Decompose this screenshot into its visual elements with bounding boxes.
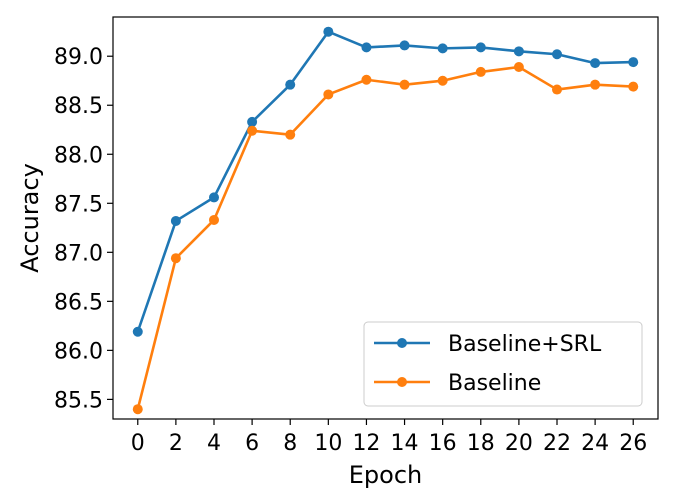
data-point [437,75,448,86]
data-point [247,125,258,136]
x-tick-label: 6 [245,431,259,456]
data-point [590,58,601,69]
data-point [170,215,181,226]
x-tick-label: 10 [314,431,342,456]
x-axis: 0 2 4 6 8 10 12 14 16 18 20 22 24 26 [131,419,647,456]
data-point [361,74,372,85]
data-point [628,57,639,68]
y-tick-label: 86.0 [54,339,103,364]
data-point [513,46,524,57]
data-point [552,84,563,95]
legend-box [363,321,643,407]
series-line [136,65,634,410]
series-baseline [132,62,639,415]
x-tick-label: 14 [391,431,419,456]
x-tick-label: 24 [581,431,609,456]
data-point [170,253,181,264]
x-tick-label: 22 [543,431,571,456]
legend-label: Baseline+SRL [448,332,602,357]
data-point [132,326,143,337]
data-point [285,129,296,140]
data-point [247,116,258,127]
data-point [552,49,563,60]
data-point [361,42,372,53]
y-tick-label: 85.5 [54,388,103,413]
data-point [475,66,486,77]
data-point [475,42,486,53]
series-layer [132,26,639,415]
y-axis: 85.5 86.0 86.5 87.0 87.5 88.0 88.5 89.0 [54,45,113,413]
legend-entries: Baseline+SRL Baseline [374,332,602,396]
y-tick-label: 89.0 [54,45,103,70]
data-point [399,79,410,90]
x-axis-label: Epoch [349,461,423,489]
x-tick-label: 18 [467,431,495,456]
data-point [628,81,639,92]
y-tick-label: 87.5 [54,192,103,217]
data-point [208,214,219,225]
data-point [437,43,448,54]
legend-swatch-marker [397,338,407,348]
x-tick-label: 26 [619,431,647,456]
x-tick-label: 2 [169,431,183,456]
legend: Baseline+SRL Baseline [363,321,643,407]
data-point [513,62,524,73]
data-point [285,79,296,90]
y-tick-label: 88.5 [54,94,103,119]
x-tick-label: 16 [429,431,457,456]
data-point [590,79,601,90]
data-point [323,26,334,37]
data-point [132,404,143,415]
x-tick-label: 4 [207,431,221,456]
data-point [208,192,219,203]
y-tick-label: 87.0 [54,241,103,266]
series-line [136,30,634,333]
y-tick-label: 88.0 [54,143,103,168]
legend-label: Baseline [448,371,541,396]
data-point [399,40,410,51]
legend-swatch-marker [397,377,407,387]
x-tick-label: 12 [352,431,380,456]
x-tick-label: 0 [131,431,145,456]
y-axis-label: Accuracy [16,163,44,273]
series-baseline-srl [132,26,639,337]
x-tick-label: 20 [505,431,533,456]
data-point [323,89,334,100]
x-tick-label: 8 [283,431,297,456]
y-tick-label: 86.5 [54,290,103,315]
